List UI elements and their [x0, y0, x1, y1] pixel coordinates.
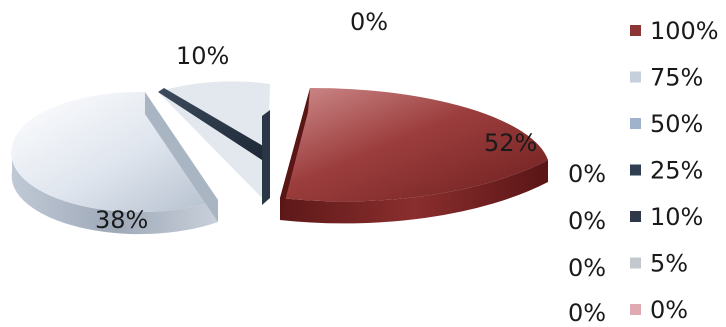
legend-label: 50% — [650, 110, 703, 138]
slice-10-percent — [158, 81, 270, 205]
legend-label: 0% — [650, 296, 688, 324]
legend-item: 100% — [630, 17, 719, 45]
legend-swatch — [630, 164, 641, 176]
legend-swatch — [630, 304, 641, 315]
data-label-100: 52% — [484, 129, 537, 157]
legend-swatch — [630, 25, 641, 36]
data-label-5: 0% — [568, 207, 606, 235]
data-label-25: 0% — [568, 160, 606, 188]
legend-label: 10% — [650, 203, 703, 231]
legend-swatch — [630, 211, 641, 222]
data-label-0: 0% — [568, 254, 606, 282]
data-label-50: 0% — [350, 8, 388, 36]
legend-item: 5% — [630, 250, 688, 278]
legend-swatch — [630, 71, 641, 83]
slice-75-side — [11, 150, 218, 235]
legend-item: 10% — [630, 203, 703, 231]
legend-item: 75% — [630, 64, 703, 92]
legend-label: 75% — [650, 64, 703, 92]
legend-item: 50% — [630, 110, 703, 138]
slice-100-cut-face — [280, 88, 310, 220]
legend: 100% 75% 50% 25% 10% 5% 0% — [630, 17, 719, 324]
slice-100-top — [280, 87, 548, 202]
slice-10-top — [158, 81, 270, 198]
legend-swatch — [630, 257, 641, 269]
slice-75-percent — [11, 91, 218, 235]
legend-item: 0% — [630, 296, 688, 324]
data-label-10: 10% — [176, 42, 229, 70]
legend-item: 25% — [630, 157, 703, 185]
slice-10-right-side — [262, 110, 270, 205]
data-labels: 52% 38% 0% 0% 10% 0% 0% 0% — [95, 8, 606, 327]
legend-label: 25% — [650, 157, 703, 185]
slice-100-percent — [280, 87, 548, 224]
data-label-75: 38% — [95, 206, 148, 234]
data-label-extra-0: 0% — [568, 299, 606, 327]
slice-75-top — [11, 91, 218, 213]
slice-10-edge — [158, 88, 270, 160]
slice-75-cut-face — [145, 92, 218, 222]
legend-label: 100% — [650, 17, 719, 45]
legend-label: 5% — [650, 250, 688, 278]
slice-100-side — [280, 160, 548, 224]
legend-swatch — [630, 118, 641, 129]
